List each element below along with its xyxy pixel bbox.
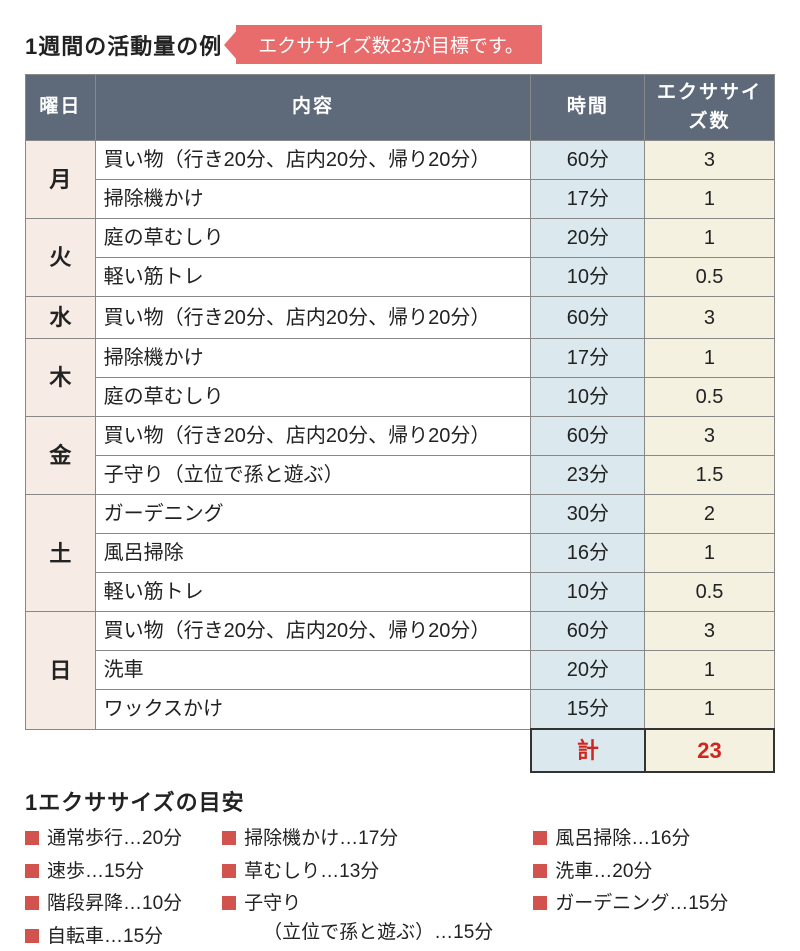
col-day: 曜日 bbox=[26, 75, 96, 141]
goal-callout: エクササイズ数23が目標です。 bbox=[236, 25, 542, 64]
activity-content: 風呂掃除 bbox=[95, 534, 531, 573]
page-title: 1週間の活動量の例 bbox=[25, 29, 222, 61]
activity-content: 買い物（行き20分、店内20分、帰り20分） bbox=[95, 141, 531, 180]
activity-exercise: 1 bbox=[645, 690, 774, 730]
activity-exercise: 1 bbox=[645, 180, 774, 219]
activity-content: 庭の草むしり bbox=[95, 378, 531, 417]
activity-time: 16分 bbox=[531, 534, 645, 573]
activity-exercise: 3 bbox=[645, 612, 774, 651]
activity-content: 軽い筋トレ bbox=[95, 573, 531, 612]
activity-exercise: 0.5 bbox=[645, 573, 774, 612]
guide-item: 速歩…15分 bbox=[25, 858, 182, 887]
day-cell: 日 bbox=[26, 612, 96, 730]
activity-time: 20分 bbox=[531, 651, 645, 690]
activity-time: 60分 bbox=[531, 612, 645, 651]
guide-item: 風呂掃除…16分 bbox=[533, 825, 728, 854]
activity-content: 洗車 bbox=[95, 651, 531, 690]
activity-exercise: 1 bbox=[645, 651, 774, 690]
bullet-square-icon bbox=[533, 831, 547, 845]
activity-time: 17分 bbox=[531, 339, 645, 378]
activity-time: 17分 bbox=[531, 180, 645, 219]
bullet-square-icon bbox=[25, 864, 39, 878]
activity-content: 買い物（行き20分、店内20分、帰り20分） bbox=[95, 417, 531, 456]
activity-content: 買い物（行き20分、店内20分、帰り20分） bbox=[95, 297, 531, 339]
activity-exercise: 2 bbox=[645, 495, 774, 534]
activity-content: 掃除機かけ bbox=[95, 339, 531, 378]
col-ex: エクササイズ数 bbox=[645, 75, 774, 141]
guide-item: ガーデニング…15分 bbox=[533, 890, 728, 919]
activity-exercise: 3 bbox=[645, 417, 774, 456]
activity-table: 曜日 内容 時間 エクササイズ数 月買い物（行き20分、店内20分、帰り20分）… bbox=[25, 74, 775, 773]
activity-content: 掃除機かけ bbox=[95, 180, 531, 219]
day-cell: 土 bbox=[26, 495, 96, 612]
bullet-square-icon bbox=[533, 864, 547, 878]
activity-content: 庭の草むしり bbox=[95, 219, 531, 258]
guide-item: 階段昇降…10分 bbox=[25, 890, 182, 919]
guide-item: 掃除機かけ…17分 bbox=[222, 825, 493, 854]
total-label: 計 bbox=[531, 729, 645, 772]
activity-time: 23分 bbox=[531, 456, 645, 495]
activity-exercise: 1 bbox=[645, 219, 774, 258]
bullet-square-icon bbox=[222, 831, 236, 845]
activity-time: 10分 bbox=[531, 573, 645, 612]
bullet-square-icon bbox=[222, 896, 236, 910]
activity-content: ワックスかけ bbox=[95, 690, 531, 730]
bullet-square-icon bbox=[25, 896, 39, 910]
activity-content: 軽い筋トレ bbox=[95, 258, 531, 297]
activity-time: 30分 bbox=[531, 495, 645, 534]
bullet-square-icon bbox=[222, 864, 236, 878]
day-cell: 金 bbox=[26, 417, 96, 495]
activity-time: 60分 bbox=[531, 141, 645, 180]
activity-exercise: 3 bbox=[645, 297, 774, 339]
activity-exercise: 1 bbox=[645, 534, 774, 573]
total-value: 23 bbox=[645, 729, 774, 772]
activity-time: 10分 bbox=[531, 378, 645, 417]
activity-exercise: 1 bbox=[645, 339, 774, 378]
activity-time: 20分 bbox=[531, 219, 645, 258]
day-cell: 火 bbox=[26, 219, 96, 297]
guide-item: 自転車…15分 bbox=[25, 923, 182, 951]
guide-item: 洗車…20分 bbox=[533, 858, 728, 887]
guide-grid: 通常歩行…20分速歩…15分階段昇降…10分自転車…15分 掃除機かけ…17分草む… bbox=[25, 825, 775, 951]
activity-time: 60分 bbox=[531, 297, 645, 339]
activity-content: 買い物（行き20分、店内20分、帰り20分） bbox=[95, 612, 531, 651]
activity-time: 60分 bbox=[531, 417, 645, 456]
bullet-square-icon bbox=[533, 896, 547, 910]
activity-exercise: 3 bbox=[645, 141, 774, 180]
guide-item: 子守り（立位で孫と遊ぶ）…15分 bbox=[222, 890, 493, 947]
activity-exercise: 0.5 bbox=[645, 378, 774, 417]
activity-exercise: 0.5 bbox=[645, 258, 774, 297]
day-cell: 月 bbox=[26, 141, 96, 219]
activity-content: 子守り（立位で孫と遊ぶ） bbox=[95, 456, 531, 495]
activity-exercise: 1.5 bbox=[645, 456, 774, 495]
col-time: 時間 bbox=[531, 75, 645, 141]
bullet-square-icon bbox=[25, 929, 39, 943]
guide-item: 通常歩行…20分 bbox=[25, 825, 182, 854]
activity-time: 15分 bbox=[531, 690, 645, 730]
bullet-square-icon bbox=[25, 831, 39, 845]
day-cell: 木 bbox=[26, 339, 96, 417]
day-cell: 水 bbox=[26, 297, 96, 339]
col-content: 内容 bbox=[95, 75, 531, 141]
guide-item: 草むしり…13分 bbox=[222, 858, 493, 887]
guide-title: 1エクササイズの目安 bbox=[25, 785, 775, 817]
activity-time: 10分 bbox=[531, 258, 645, 297]
activity-content: ガーデニング bbox=[95, 495, 531, 534]
